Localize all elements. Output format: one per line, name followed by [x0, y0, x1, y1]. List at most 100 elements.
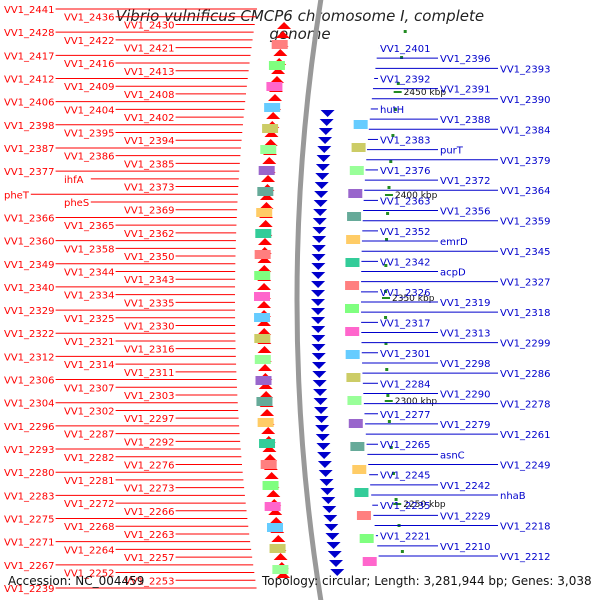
reverse-gene-arrow	[316, 443, 331, 450]
right-gene-label: VV1_2326	[380, 288, 431, 299]
left-gene-label: VV1_2344	[64, 267, 115, 278]
left-gene-label: VV1_2316	[124, 345, 175, 356]
left-gene-label: VV1_2293	[4, 445, 55, 456]
reverse-gene-arrow	[311, 245, 326, 252]
kbp-tick-label: 2300 kbp	[395, 397, 438, 407]
reverse-gene-arrow	[315, 173, 330, 180]
reverse-gene-arrow	[314, 182, 329, 189]
left-gene-label: VV1_2302	[64, 406, 115, 417]
gene-feature-block	[347, 396, 362, 405]
gene-feature-block	[349, 166, 364, 175]
forward-gene-arrow	[271, 67, 286, 74]
gene-feature-block	[262, 481, 279, 490]
left-gene-label: VV1_2275	[4, 515, 55, 526]
left-gene-label: VV1_2268	[64, 522, 115, 533]
forward-gene-arrow	[270, 76, 285, 83]
forward-gene-arrow	[268, 508, 283, 515]
gene-feature-block	[254, 250, 271, 259]
left-gene-label: VV1_2350	[124, 252, 175, 263]
forward-gene-arrow	[264, 472, 279, 479]
gene-feature-block	[258, 166, 275, 175]
reverse-gene-arrow	[311, 254, 326, 261]
right-gene-label: VV1_2229	[440, 511, 491, 522]
reverse-gene-arrow	[311, 281, 326, 288]
scale-tick-mark	[391, 134, 395, 137]
scale-tick-mark	[384, 316, 388, 319]
left-gene-label: VV1_2253	[124, 576, 175, 587]
forward-gene-arrow	[258, 364, 273, 371]
left-gene-label: VV1_2239	[4, 584, 55, 595]
left-gene-label: VV1_2321	[64, 337, 115, 348]
reverse-gene-arrow	[312, 227, 327, 234]
left-gene-label: VV1_2306	[4, 376, 55, 387]
scale-tick-mark	[393, 108, 397, 111]
right-gene-label: hutH	[380, 105, 404, 116]
reverse-gene-arrow	[319, 479, 334, 486]
accession-text: Accession: NC_004459	[8, 574, 145, 588]
right-gene-label: VV1_2391	[440, 85, 491, 96]
gene-feature-block	[346, 373, 361, 382]
right-gene-label: VV1_2317	[380, 318, 431, 329]
right-gene-label: VV1_2372	[440, 176, 491, 187]
right-gene-label: VV1_2356	[440, 207, 491, 218]
gene-feature-block	[272, 565, 289, 574]
left-gene-label: VV1_2281	[64, 476, 115, 487]
reverse-gene-arrow	[315, 164, 330, 171]
gene-feature-block	[254, 313, 271, 322]
reverse-gene-arrow	[312, 371, 327, 378]
left-gene-label: VV1_2335	[124, 298, 175, 309]
reverse-gene-arrow	[317, 452, 332, 459]
right-gene-label: VV1_2383	[380, 135, 431, 146]
left-gene-label: VV1_2428	[4, 28, 55, 39]
gene-feature-block	[345, 350, 360, 359]
kbp-tick-label: 2250 kbp	[403, 500, 446, 510]
forward-gene-arrow	[257, 301, 272, 308]
left-gene-label: pheT	[4, 190, 30, 201]
left-gene-label: VV1_2362	[124, 229, 175, 240]
left-gene-label: VV1_2373	[124, 183, 175, 194]
right-gene-label: VV1_2286	[500, 369, 551, 380]
reverse-gene-arrow	[311, 290, 326, 297]
gene-feature-block	[359, 534, 374, 543]
left-gene-label: VV1_2330	[124, 322, 175, 333]
left-gene-label: VV1_2409	[64, 82, 115, 93]
left-gene-label: VV1_2366	[4, 213, 55, 224]
left-gene-label: VV1_2360	[4, 237, 55, 248]
forward-gene-arrow	[271, 535, 286, 542]
left-gene-label: VV1_2283	[4, 491, 55, 502]
right-gene-label: nhaB	[500, 491, 526, 502]
gene-feature-block	[351, 143, 366, 152]
left-gene-label: VV1_2398	[4, 121, 55, 132]
right-gene-label: VV1_2342	[380, 257, 431, 268]
scale-tick-mark	[403, 30, 407, 33]
scale-tick-mark	[384, 290, 388, 293]
right-gene-label: VV1_2278	[500, 400, 551, 411]
right-gene-label: acpD	[440, 268, 466, 279]
left-gene-label: VV1_2325	[64, 314, 115, 325]
left-gene-label: VV1_2282	[64, 453, 115, 464]
reverse-gene-arrow	[313, 209, 328, 216]
gene-feature-block	[255, 229, 272, 238]
reverse-gene-arrow	[318, 128, 333, 135]
right-gene-label: VV1_2390	[500, 95, 551, 106]
gene-feature-block	[353, 120, 368, 129]
reverse-gene-arrow	[321, 497, 336, 504]
scale-tick-mark	[391, 472, 395, 475]
gene-feature-block	[354, 488, 369, 497]
reverse-gene-arrow	[311, 344, 326, 351]
left-gene-label: VV1_2395	[64, 129, 115, 140]
forward-gene-arrow	[261, 427, 276, 434]
forward-gene-arrow	[257, 346, 272, 353]
forward-gene-arrow	[263, 454, 278, 461]
right-gene-label: VV1_2284	[380, 379, 431, 390]
left-gene-label: VV1_2404	[64, 105, 115, 116]
gene-feature-block	[345, 281, 360, 290]
right-gene-label: VV1_2279	[440, 420, 491, 431]
left-gene-label: VV1_2264	[64, 545, 115, 556]
reverse-gene-arrow	[319, 119, 334, 126]
forward-gene-arrow	[264, 130, 279, 137]
right-gene-label: emrD	[440, 237, 468, 248]
forward-gene-arrow	[259, 193, 274, 200]
gene-feature-block	[266, 82, 283, 91]
